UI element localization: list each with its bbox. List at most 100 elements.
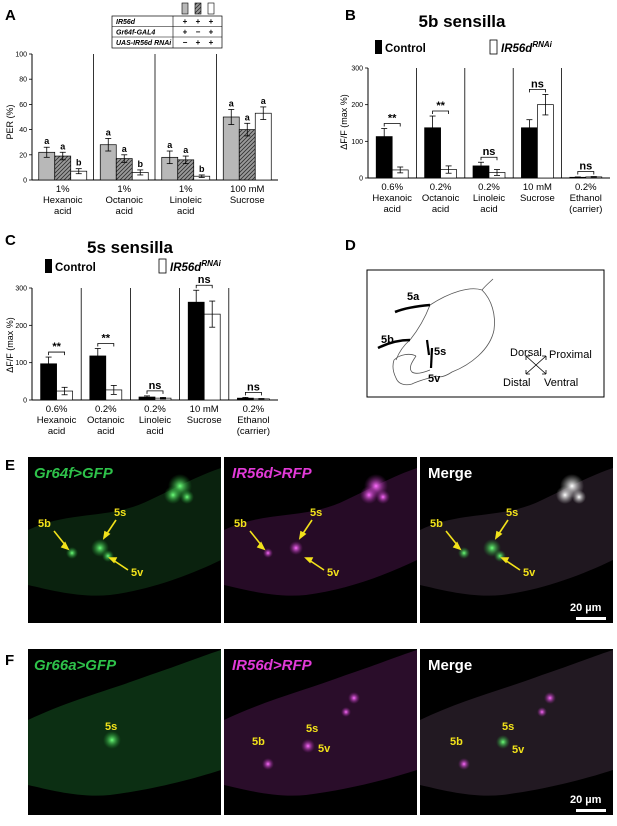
category-label: 10 mM Sucrose: [520, 182, 555, 204]
cell-label-e1-5b: 5b: [38, 518, 51, 530]
significance-label: ns: [198, 274, 211, 286]
y-ticks-a: 0 20 40 60 80 100: [15, 52, 32, 185]
bar: [537, 104, 554, 179]
cell-label-f3-5b: 5b: [450, 736, 463, 748]
cell-label-e3-5v: 5v: [523, 567, 536, 579]
y-tick-label: 100: [15, 360, 27, 367]
chart-title-b: 5b sensilla: [419, 12, 506, 31]
genotype-row-ir56d: IR56d: [116, 19, 136, 26]
y-tick-label: 0: [23, 398, 27, 405]
significance-label: **: [436, 100, 445, 112]
panel-d: D 5a 5b 5s 5v Dorsal Proximal Distal: [345, 237, 605, 398]
significance-letter: a: [261, 96, 267, 106]
legend-swatch-rnai-c: [158, 258, 167, 274]
panel-label-a: A: [5, 7, 16, 24]
chart-title-c: 5s sensilla: [87, 238, 174, 257]
genotype-row-uas: UAS-IR56d RNAi: [116, 40, 172, 47]
legend-swatch-hatched: [194, 2, 202, 15]
panel-label-f: F: [5, 652, 14, 669]
significance-bracket: [97, 343, 115, 347]
significance-letter: b: [138, 159, 144, 169]
cell-label-e3-5b: 5b: [430, 518, 443, 530]
genotype-sign: +: [183, 28, 188, 37]
legend-rnai-c: IR56dRNAi: [170, 259, 222, 274]
legend-swatch-control-b: [375, 40, 382, 54]
y-tick-label: 60: [19, 102, 27, 109]
significance-bracket: [432, 110, 449, 115]
significance-bracket: [383, 123, 401, 127]
category-label: 0.2% Linoleic acid: [473, 182, 505, 215]
category-label: 0.6% Hexanoic acid: [37, 404, 77, 437]
genotype-row-gal4: Gr64f-GAL4: [116, 30, 155, 37]
micrograph-f2: IR56d>RFP 5b 5s 5v: [224, 649, 417, 815]
category-label: 1% Octanoic acid: [106, 184, 144, 217]
significance-label: ns: [149, 380, 162, 392]
diagram-frame: [366, 269, 605, 398]
diagram-label-5s: 5s: [434, 346, 446, 358]
genotype-sign: +: [196, 17, 201, 26]
significance-bracket: [146, 390, 164, 394]
significance-letter: a: [106, 127, 112, 137]
y-tick-label: 300: [351, 66, 363, 73]
y-tick-label: 40: [19, 127, 27, 134]
micrograph-e1: Gr64f>GFP 5b 5s 5v: [28, 457, 221, 623]
category-label: 10 mM Sucrose: [187, 404, 222, 426]
y-axis-label-b: ΔF/F (max %): [339, 94, 349, 150]
diagram-label-5b: 5b: [381, 334, 394, 346]
y-ticks-b: 0 100 200 300: [351, 66, 368, 183]
scale-bar-e: [576, 617, 606, 620]
significance-label: **: [388, 113, 397, 125]
significance-letter: a: [44, 136, 50, 146]
significance-letter: b: [199, 164, 205, 174]
significance-bracket: [480, 156, 498, 161]
legend-rnai-b: IR56dRNAi: [501, 40, 553, 55]
y-ticks-c: 0 100 200 300: [15, 286, 32, 405]
y-tick-label: 0: [359, 176, 363, 183]
micrograph-f1: Gr66a>GFP 5s: [28, 649, 221, 815]
genotype-signs: + + ++ − +− + +: [183, 17, 214, 47]
channel-label-e2: IR56d>RFP: [232, 465, 313, 482]
panel-label-d: D: [345, 237, 356, 254]
legend-control-c: Control: [55, 262, 96, 274]
compass-proximal: Proximal: [549, 349, 592, 361]
cell-label-f2-5s: 5s: [306, 723, 318, 735]
significance-bracket: [195, 284, 213, 289]
category-label: 0.2% Octanoic acid: [422, 182, 460, 215]
category-label: 100 mM Sucrose: [230, 184, 265, 206]
scale-label-f: 20 µm: [570, 794, 602, 806]
cell-label-e2-5v: 5v: [327, 567, 340, 579]
channel-label-f3: Merge: [428, 657, 472, 674]
diagram-label-5v: 5v: [428, 373, 441, 385]
category-label: 1% Linoleic acid: [170, 184, 202, 217]
significance-letter: a: [229, 98, 235, 108]
significance-bracket: [577, 171, 595, 175]
cell-label-e2-5b: 5b: [234, 518, 247, 530]
compass-dorsal: Dorsal: [510, 347, 542, 359]
significance-bracket: [245, 391, 262, 396]
sensillum-5b: [377, 338, 411, 350]
channel-label-f2: IR56d>RFP: [232, 657, 313, 674]
significance-letter: a: [245, 112, 251, 122]
panel-b: B 5b sensilla Control IR56dRNAi ΔF/F (ma…: [339, 7, 610, 215]
cell-label-f2-5b: 5b: [252, 736, 265, 748]
cell-label-e1-5v: 5v: [131, 567, 144, 579]
y-tick-label: 0: [23, 178, 27, 185]
panel-c: C 5s sensilla Control IR56dRNAi ΔF/F (ma…: [5, 232, 278, 437]
significance-letter: a: [122, 144, 128, 154]
bar: [254, 112, 272, 181]
cell-label-e2-5s: 5s: [310, 507, 322, 519]
significance-letter: a: [60, 141, 66, 151]
micrograph-e3: Merge 5b 5s 5v 20 µm: [420, 457, 613, 623]
panel-label-b: B: [345, 7, 356, 24]
category-label: 0.2% Ethanol (carrier): [237, 404, 270, 437]
scale-bar-f: [576, 809, 606, 812]
cell-label-f1-5s: 5s: [105, 721, 117, 733]
panel-e: E Gr64f>GFP 5b 5s 5v: [5, 457, 613, 623]
y-tick-label: 20: [19, 152, 27, 159]
category-label: 0.6% Hexanoic acid: [372, 182, 412, 215]
category-labels-b: 0.6% Hexanoic acid 0.2% Octanoic acid 0.2% Lino…: [372, 182, 602, 215]
legend-swatch-rnai-b: [489, 39, 498, 55]
y-tick-label: 100: [351, 139, 363, 146]
category-labels-a: 1% Hexanoic acid 1% Octanoic acid 1% Linoleic ac…: [43, 184, 265, 217]
legend-swatch-gray: [181, 2, 189, 15]
